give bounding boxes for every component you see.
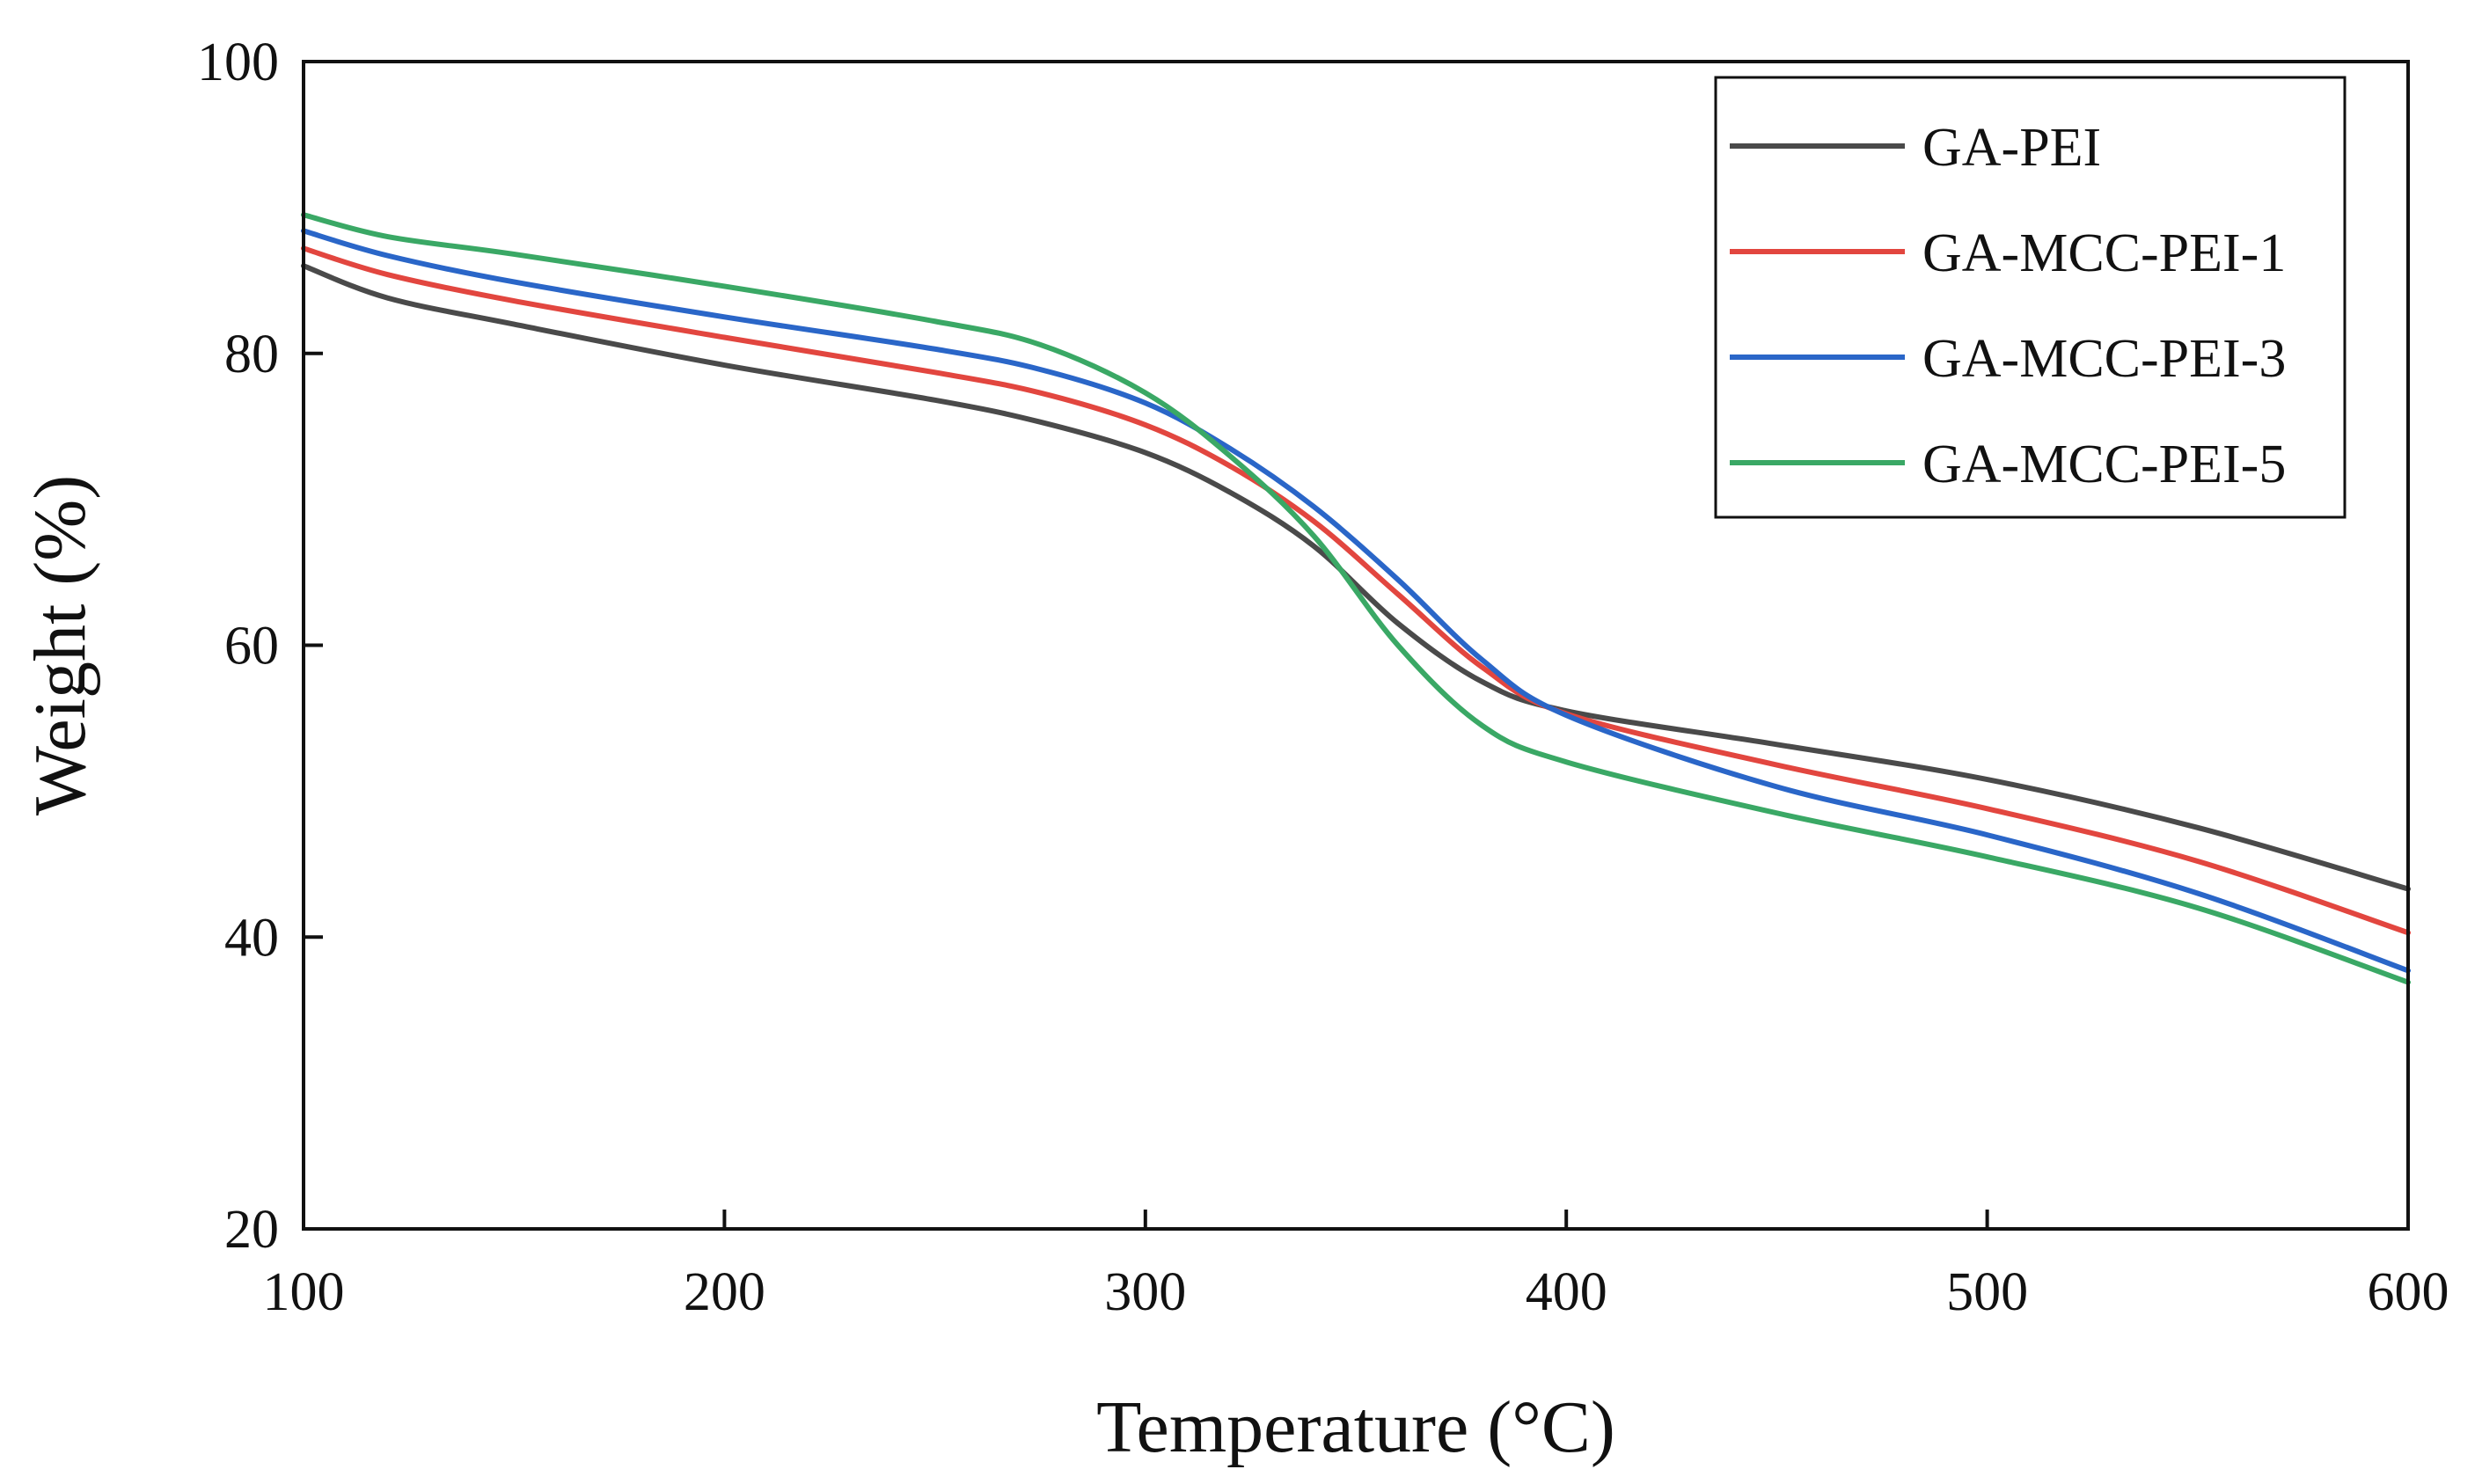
x-tick-label: 400 (1526, 1262, 1607, 1322)
legend-box (1714, 76, 2347, 519)
x-tick-label: 200 (684, 1262, 765, 1322)
x-tick-label: 100 (263, 1262, 345, 1322)
legend-label: GA-MCC-PEI-3 (1922, 329, 2286, 389)
series-line-ga-mcc-pei-1 (301, 245, 2411, 936)
series-line-ga-mcc-pei-5 (301, 212, 2411, 985)
y-axis-title: Weight (%) (19, 475, 101, 815)
axes-layer: 100 200 300 400 500 600 20 40 60 80 100 (197, 33, 2449, 1322)
x-tick-label: 500 (1946, 1262, 2028, 1322)
y-tick-label: 60 (224, 617, 279, 676)
x-tick-label: 600 (2368, 1262, 2449, 1322)
y-tick-label: 100 (197, 33, 279, 92)
legend: GA-PEI GA-MCC-PEI-1 GA-MCC-PEI-3 GA-MCC-PEI… (1714, 76, 2347, 519)
legend-label: GA-MCC-PEI-5 (1922, 435, 2286, 494)
series-line-ga-mcc-pei-3 (301, 228, 2411, 974)
series-layer (301, 212, 2411, 985)
legend-label: GA-MCC-PEI-1 (1922, 223, 2286, 283)
y-tick-label: 40 (224, 908, 279, 968)
y-tick-label: 80 (224, 325, 279, 384)
y-tick-label: 20 (224, 1200, 279, 1260)
x-tick-label: 300 (1104, 1262, 1186, 1322)
legend-label: GA-PEI (1922, 118, 2101, 178)
x-axis-title: Temperature (°C) (1096, 1386, 1615, 1468)
series-line-ga-pei (301, 263, 2411, 892)
